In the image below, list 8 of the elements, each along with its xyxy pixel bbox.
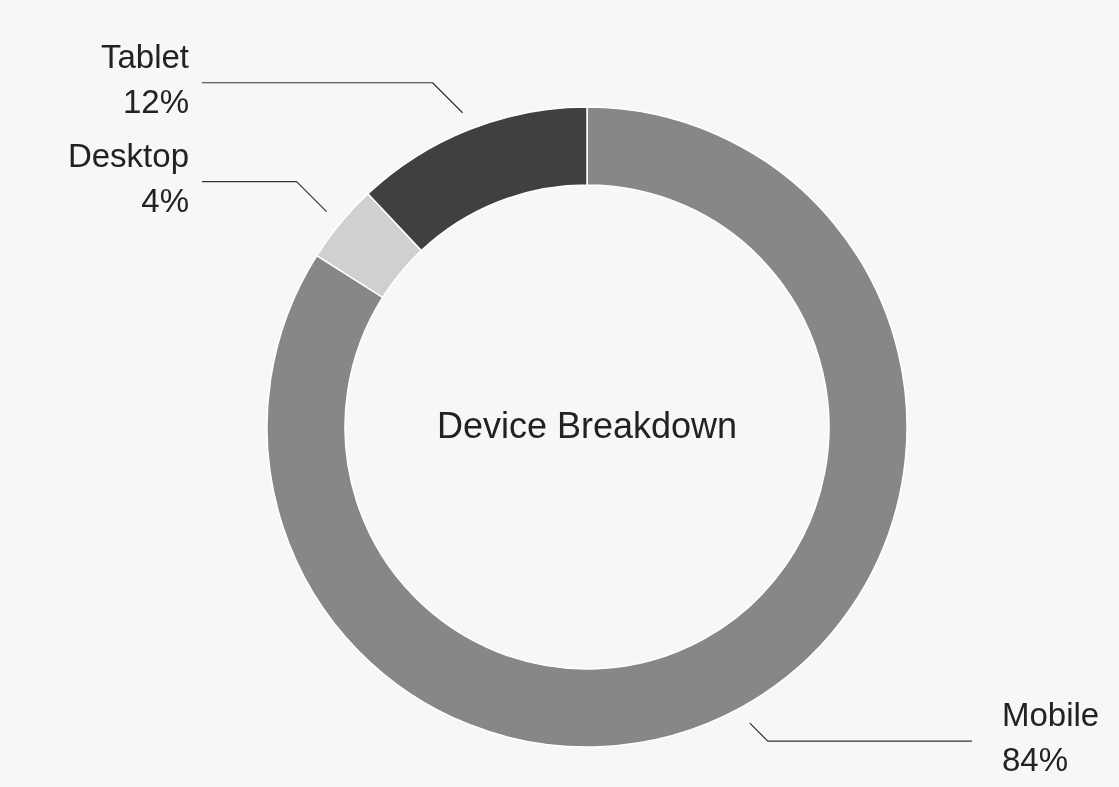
slice-label: Desktop xyxy=(67,136,189,174)
data-label: 84% xyxy=(1002,741,1069,779)
donut-slice xyxy=(266,106,908,748)
text: Device Breakdown xyxy=(436,405,738,446)
data-label: 4% xyxy=(141,181,189,219)
slice-label: Tablet xyxy=(100,37,189,75)
slice-label: Mobile xyxy=(1002,696,1100,734)
data-label: 12% xyxy=(122,82,189,120)
